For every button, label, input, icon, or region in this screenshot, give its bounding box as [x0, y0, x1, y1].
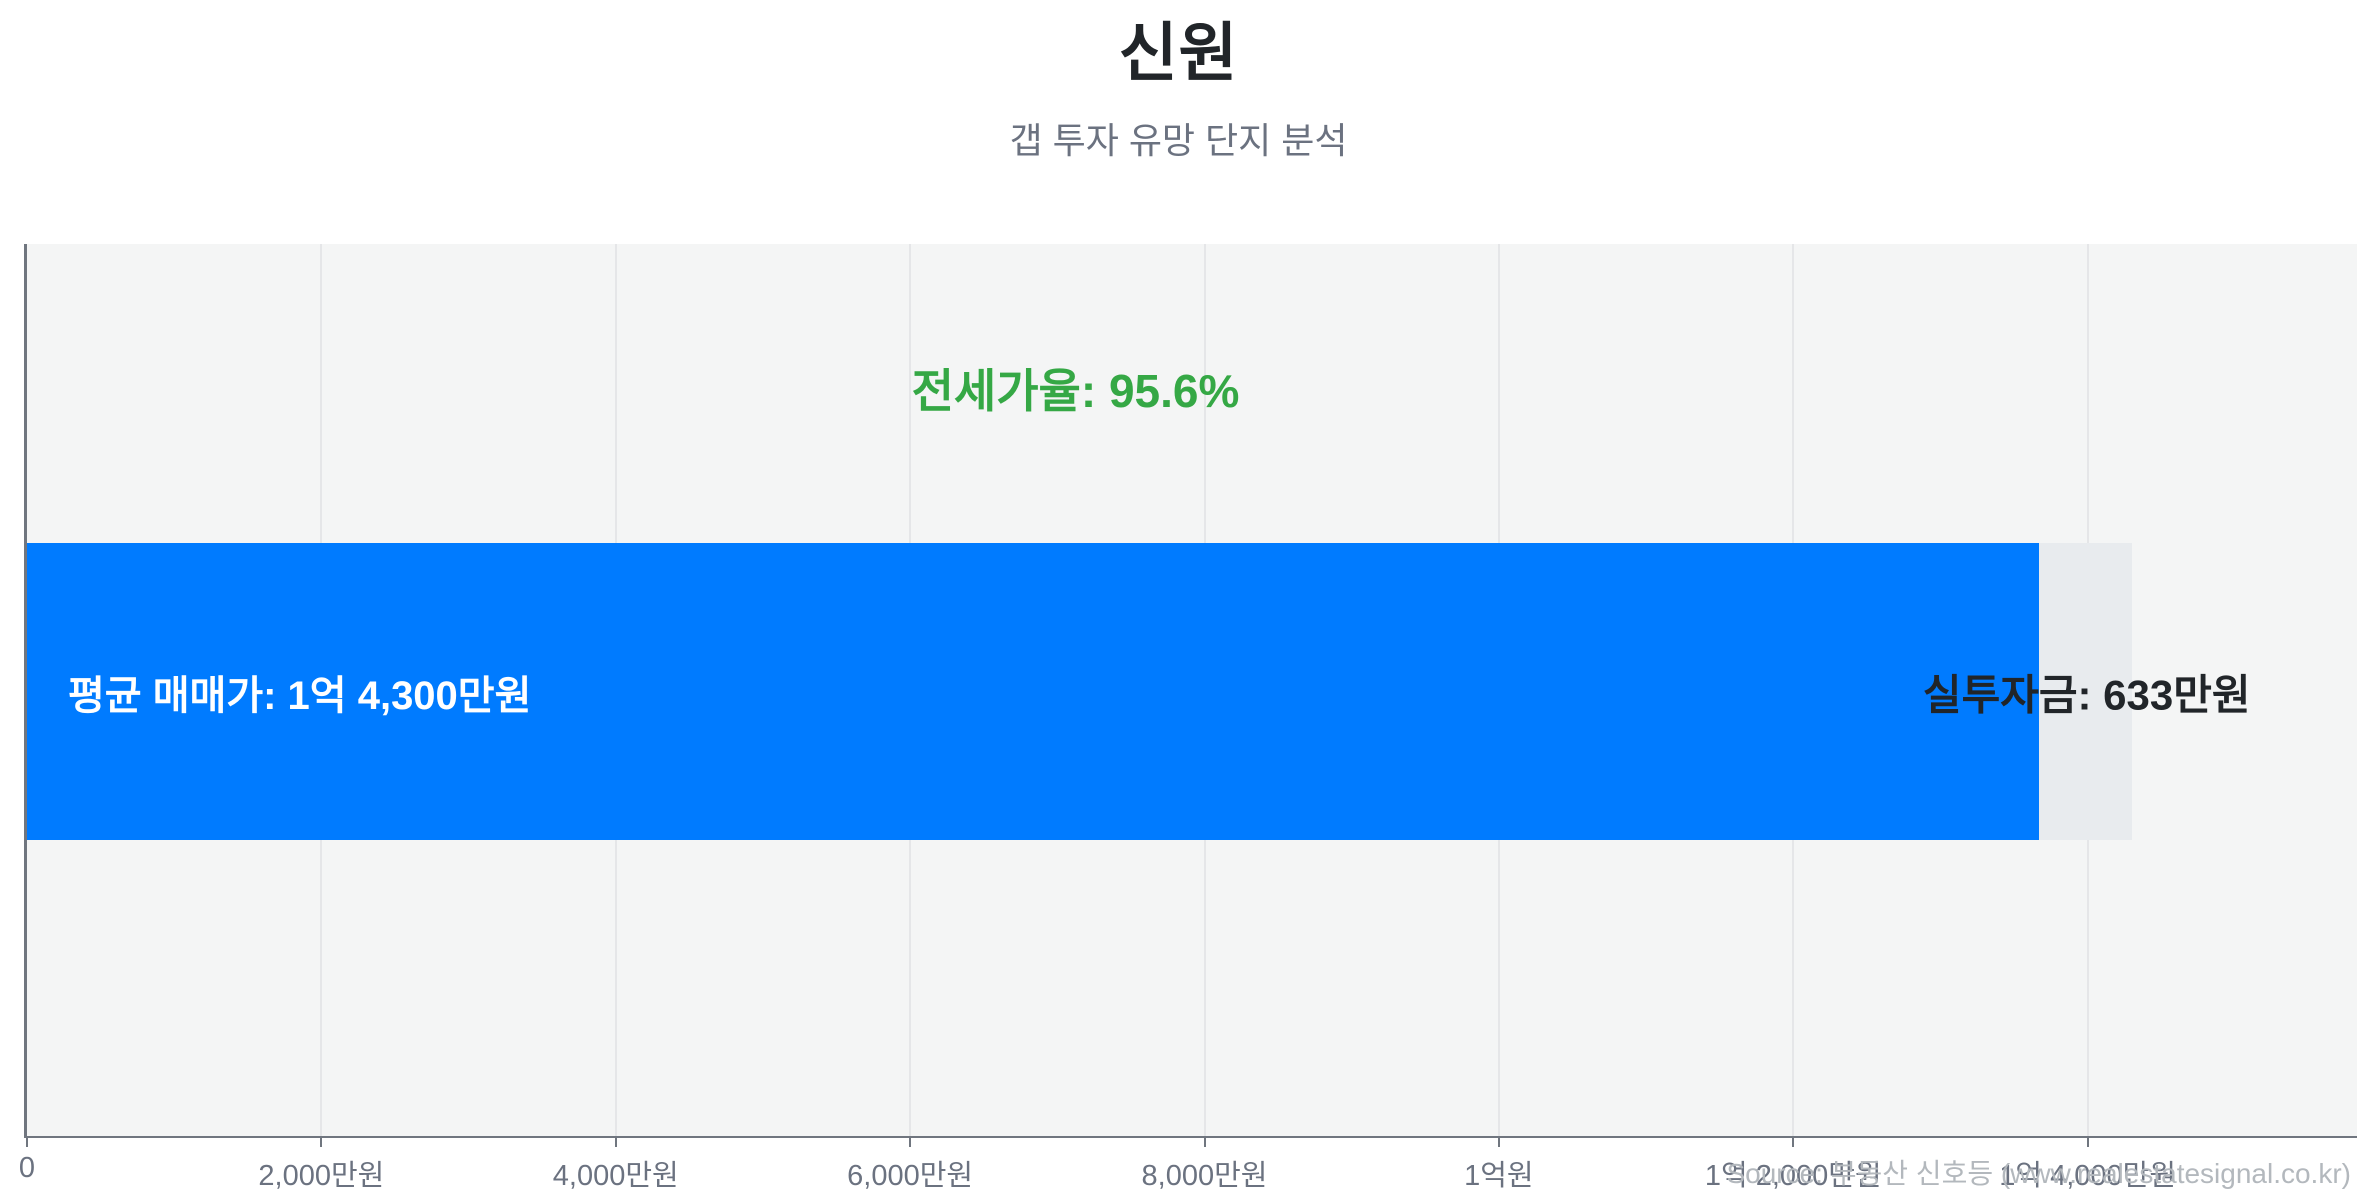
page-title: 신원 — [1118, 17, 1239, 89]
x-tick-mark — [1203, 1138, 1206, 1147]
plot-area: 평균 매매가: 1억 4,300만원 실투자금: 633만원 전세가율: 95.… — [19, 244, 2357, 1192]
sale-price-label: 평균 매매가: 1억 4,300만원 — [68, 673, 532, 718]
net-investment-label: 실투자금: 633만원 — [1922, 671, 2251, 718]
x-tick-mark — [614, 1138, 617, 1147]
jeonse-price-bar — [27, 543, 2039, 840]
x-tick-label: 8,000만원 — [1141, 1160, 1268, 1192]
jeonse-ratio-label: 전세가율: 95.6% — [911, 365, 1240, 417]
x-tick-mark — [1792, 1138, 1795, 1147]
x-tick-label: 1억원 — [1464, 1160, 1534, 1192]
x-tick-label: 6,000만원 — [847, 1160, 974, 1192]
x-tick-mark — [320, 1138, 323, 1147]
x-tick-label: 4,000만원 — [552, 1160, 679, 1192]
x-tick-label: 0 — [18, 1152, 36, 1184]
x-tick-label: 1억 2,000만원 — [1704, 1160, 1882, 1192]
x-tick-mark — [1497, 1138, 1500, 1147]
bar-track: 평균 매매가: 1억 4,300만원 실투자금: 633만원 — [27, 543, 2357, 840]
x-tick-mark — [2086, 1138, 2089, 1147]
x-tick-mark — [909, 1138, 912, 1147]
x-tick-label: 2,000만원 — [258, 1160, 385, 1192]
page-subtitle: 갭 투자 유망 단지 분석 — [1009, 120, 1348, 161]
x-tick-mark — [26, 1138, 28, 1147]
x-tick-label: 1억 4,000만원 — [1999, 1160, 2177, 1192]
source-watermark: Source: 부동산 신호등 (www.realestatesignal.co… — [1726, 1158, 2351, 1189]
